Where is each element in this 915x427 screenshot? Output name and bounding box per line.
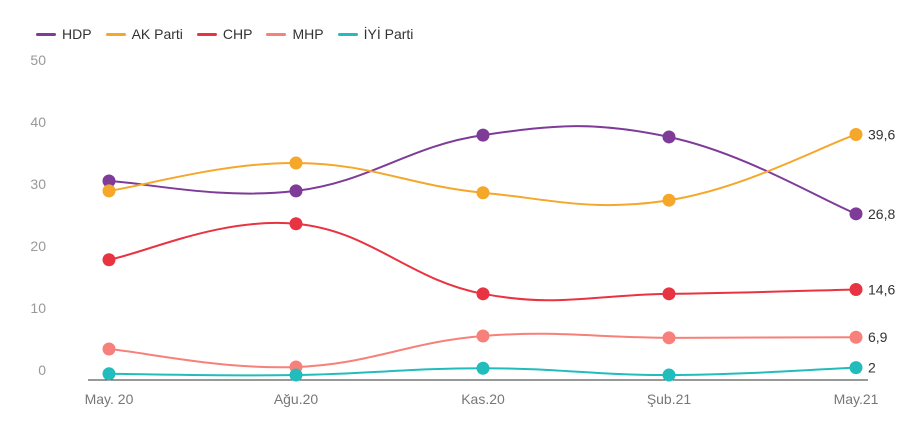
data-point — [102, 342, 116, 356]
legend: HDP AK Parti CHP MHP İYİ Parti — [36, 26, 413, 42]
y-tick-label: 20 — [30, 238, 46, 254]
data-point — [102, 174, 116, 188]
data-point — [289, 217, 303, 231]
data-point — [289, 156, 303, 170]
data-point — [849, 127, 863, 141]
data-label: 39,6 — [868, 126, 895, 142]
legend-item[interactable]: HDP — [36, 26, 92, 42]
legend-label: MHP — [292, 26, 324, 42]
data-label: 14,6 — [868, 281, 895, 297]
legend-item[interactable]: İYİ Parti — [337, 26, 414, 42]
legend-label: İYİ Parti — [363, 26, 414, 42]
data-label: 2 — [868, 360, 876, 376]
legend-swatch — [337, 32, 358, 36]
data-point — [289, 368, 303, 382]
x-tick-label: Şub.21 — [647, 391, 692, 407]
data-point — [476, 361, 490, 375]
legend-swatch — [36, 32, 56, 36]
data-point — [662, 193, 676, 207]
legend-swatch — [105, 32, 126, 36]
data-point — [289, 184, 303, 198]
data-point — [476, 329, 490, 343]
data-label: 6,9 — [868, 329, 888, 345]
x-tick-label: May.21 — [834, 391, 879, 407]
legend-item[interactable]: AK Parti — [105, 26, 183, 42]
data-point — [849, 330, 863, 344]
y-tick-label: 30 — [30, 176, 46, 192]
x-tick-label: Ağu.20 — [274, 391, 319, 407]
data-point — [476, 287, 490, 301]
data-point — [662, 331, 676, 345]
x-tick-label: Kas.20 — [461, 391, 505, 407]
legend-swatch — [196, 32, 217, 36]
data-point — [102, 184, 116, 198]
legend-swatch — [266, 32, 287, 36]
x-tick-label: May. 20 — [85, 391, 134, 407]
y-tick-label: 50 — [30, 52, 46, 68]
data-point — [849, 207, 863, 221]
legend-label: AK Parti — [131, 26, 183, 42]
data-point — [662, 368, 676, 382]
data-point — [476, 128, 490, 142]
y-tick-label: 0 — [38, 362, 46, 378]
data-point — [662, 130, 676, 144]
data-label: 26,8 — [868, 206, 895, 222]
data-point — [476, 186, 490, 200]
legend-label: CHP — [222, 26, 253, 42]
data-point — [662, 287, 676, 301]
y-tick-label: 10 — [30, 300, 46, 316]
y-tick-label: 40 — [30, 114, 46, 130]
legend-item[interactable]: CHP — [196, 26, 253, 42]
data-point — [849, 361, 863, 375]
data-point — [849, 282, 863, 296]
data-point — [102, 253, 116, 267]
legend-item[interactable]: MHP — [266, 26, 324, 42]
data-point — [102, 367, 116, 381]
legend-label: HDP — [62, 26, 92, 42]
